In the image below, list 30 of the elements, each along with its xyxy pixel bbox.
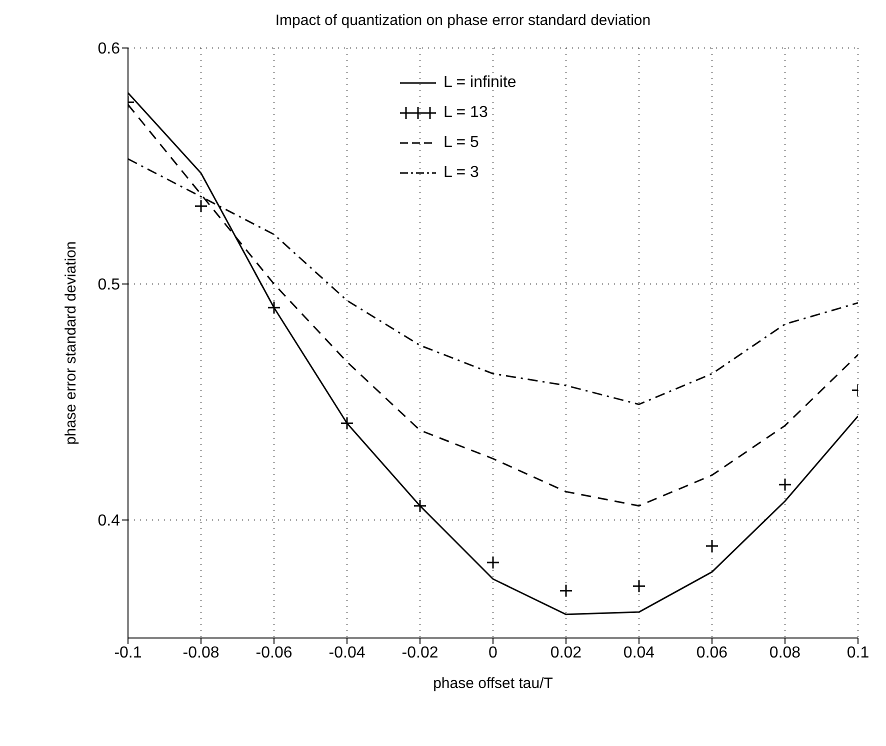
x-tick-label: 0.06 xyxy=(696,644,728,662)
legend-label: L = 5 xyxy=(444,133,479,153)
chart-title: Impact of quantization on phase error standard deviation xyxy=(274,12,652,29)
point xyxy=(559,584,573,598)
point xyxy=(413,499,427,513)
point xyxy=(778,478,792,492)
point xyxy=(632,579,646,593)
legend-label: L = infinite xyxy=(444,73,516,93)
point xyxy=(340,416,354,430)
x-tick-label: 0.1 xyxy=(846,644,870,662)
point xyxy=(486,556,500,570)
x-tick-label: -0.06 xyxy=(256,644,292,662)
x-tick-label: 0 xyxy=(488,644,498,662)
legend-label: L = 3 xyxy=(444,163,479,183)
x-tick-label: -0.08 xyxy=(182,644,220,662)
y-tick-label: 0.4 xyxy=(98,512,120,530)
legend-label: L = 13 xyxy=(444,103,488,123)
point xyxy=(194,199,208,213)
x-tick-label: 0.04 xyxy=(623,644,655,662)
x-tick-label: -0.1 xyxy=(114,644,142,662)
y-axis-title: phase error standard deviation xyxy=(62,241,80,445)
x-tick-label: 0.02 xyxy=(550,644,582,662)
point xyxy=(705,539,719,553)
y-tick-label: 0.6 xyxy=(98,40,120,58)
point xyxy=(267,300,281,314)
x-tick-label: 0.08 xyxy=(769,644,801,662)
x-tick-label: -0.04 xyxy=(328,644,366,662)
y-tick-label: 0.5 xyxy=(98,276,120,294)
x-axis-title: phase offset tau/T xyxy=(433,675,553,692)
x-tick-label: -0.02 xyxy=(402,644,438,662)
